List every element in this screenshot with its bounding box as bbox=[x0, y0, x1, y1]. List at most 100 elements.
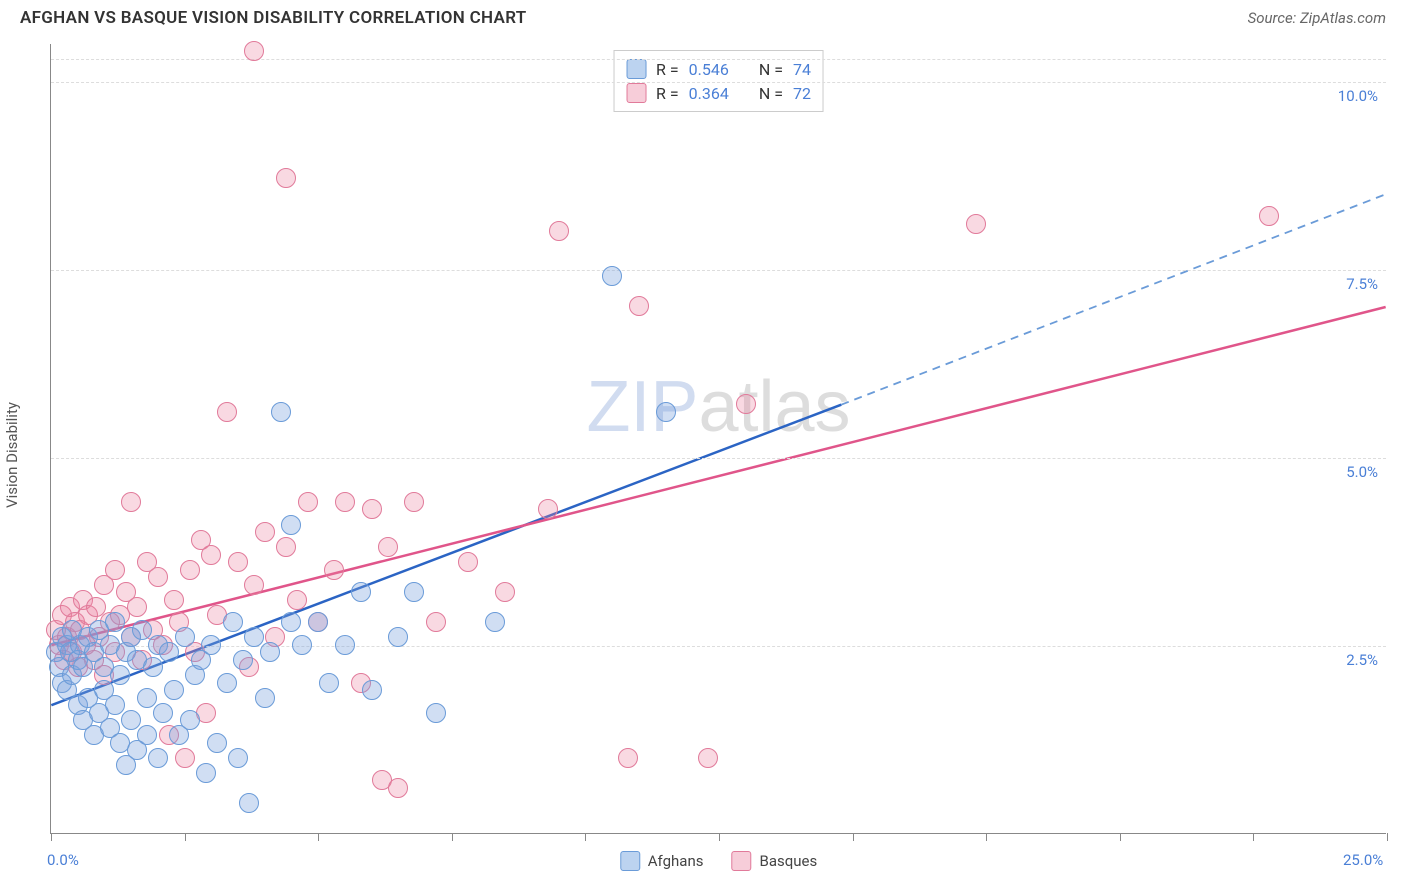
scatter-point-basques bbox=[298, 492, 318, 512]
x-tick-label: 25.0% bbox=[1343, 851, 1383, 869]
scatter-point-afghans bbox=[153, 703, 173, 723]
legend-n-value-afghans: 74 bbox=[793, 60, 811, 79]
scatter-point-basques bbox=[148, 567, 168, 587]
legend-r-value-basques: 0.364 bbox=[689, 84, 729, 103]
gridline bbox=[51, 458, 1386, 459]
scatter-point-afghans bbox=[148, 748, 168, 768]
scatter-point-afghans bbox=[223, 612, 243, 632]
scatter-point-basques bbox=[255, 522, 275, 542]
watermark-right: atlas bbox=[698, 367, 850, 447]
scatter-point-afghans bbox=[175, 627, 195, 647]
scatter-point-afghans bbox=[143, 657, 163, 677]
scatter-point-basques bbox=[495, 582, 515, 602]
scatter-point-basques bbox=[276, 168, 296, 188]
scatter-point-basques bbox=[244, 575, 264, 595]
scatter-point-basques bbox=[966, 214, 986, 234]
scatter-point-afghans bbox=[201, 635, 221, 655]
legend-label-basques: Basques bbox=[759, 852, 817, 870]
scatter-point-afghans bbox=[159, 642, 179, 662]
x-tick-label: 0.0% bbox=[47, 851, 79, 869]
y-tick-label: 7.5% bbox=[1346, 275, 1378, 293]
x-tick bbox=[585, 833, 586, 841]
scatter-point-afghans bbox=[228, 748, 248, 768]
y-tick-label: 5.0% bbox=[1346, 463, 1378, 481]
scatter-point-afghans bbox=[137, 725, 157, 745]
scatter-point-basques bbox=[276, 537, 296, 557]
scatter-point-afghans bbox=[426, 703, 446, 723]
scatter-point-afghans bbox=[351, 582, 371, 602]
scatter-point-basques bbox=[378, 537, 398, 557]
scatter-point-basques bbox=[698, 748, 718, 768]
legend-series: Afghans Basques bbox=[620, 851, 817, 871]
scatter-point-afghans bbox=[404, 582, 424, 602]
scatter-point-afghans bbox=[164, 680, 184, 700]
trend-lines-layer bbox=[51, 44, 1386, 833]
legend-n-label: N = bbox=[759, 84, 783, 103]
scatter-point-afghans bbox=[105, 612, 125, 632]
scatter-point-afghans bbox=[110, 665, 130, 685]
x-tick bbox=[986, 833, 987, 841]
swatch-afghans-icon bbox=[626, 59, 646, 79]
scatter-point-afghans bbox=[362, 680, 382, 700]
scatter-point-afghans bbox=[207, 733, 227, 753]
scatter-point-afghans bbox=[656, 402, 676, 422]
scatter-point-basques bbox=[201, 545, 221, 565]
watermark: ZIPatlas bbox=[586, 366, 850, 448]
x-tick bbox=[1120, 833, 1121, 841]
scatter-point-afghans bbox=[281, 612, 301, 632]
legend-stats-row-basques: R = 0.364 N = 72 bbox=[626, 81, 811, 105]
scatter-point-basques bbox=[404, 492, 424, 512]
chart-title: AFGHAN VS BASQUE VISION DISABILITY CORRE… bbox=[20, 8, 527, 28]
y-tick-label: 2.5% bbox=[1346, 651, 1378, 669]
scatter-point-afghans bbox=[292, 635, 312, 655]
scatter-point-basques bbox=[105, 560, 125, 580]
scatter-point-afghans bbox=[180, 710, 200, 730]
scatter-point-afghans bbox=[271, 402, 291, 422]
watermark-left: ZIP bbox=[586, 367, 698, 447]
legend-item-basques: Basques bbox=[731, 851, 817, 871]
scatter-point-basques bbox=[175, 748, 195, 768]
scatter-point-basques bbox=[335, 492, 355, 512]
scatter-point-basques bbox=[121, 492, 141, 512]
legend-stats-row-afghans: R = 0.546 N = 74 bbox=[626, 57, 811, 81]
scatter-point-afghans bbox=[281, 515, 301, 535]
legend-r-value-afghans: 0.546 bbox=[689, 60, 729, 79]
scatter-point-afghans bbox=[255, 688, 275, 708]
x-tick bbox=[452, 833, 453, 841]
scatter-point-afghans bbox=[196, 763, 216, 783]
swatch-afghans-icon bbox=[620, 851, 640, 871]
scatter-point-afghans bbox=[244, 627, 264, 647]
legend-r-label: R = bbox=[656, 60, 679, 79]
scatter-point-basques bbox=[458, 552, 478, 572]
chart-plot-area: ZIPatlas R = 0.546 N = 74 R = 0.364 N = … bbox=[50, 44, 1386, 834]
scatter-point-basques bbox=[362, 499, 382, 519]
scatter-point-basques bbox=[618, 748, 638, 768]
x-tick bbox=[318, 833, 319, 841]
scatter-point-basques bbox=[388, 778, 408, 798]
x-tick bbox=[1253, 833, 1254, 841]
scatter-point-basques bbox=[324, 560, 344, 580]
legend-item-afghans: Afghans bbox=[620, 851, 704, 871]
scatter-point-basques bbox=[217, 402, 237, 422]
scatter-point-basques bbox=[228, 552, 248, 572]
scatter-point-afghans bbox=[121, 710, 141, 730]
scatter-point-afghans bbox=[319, 673, 339, 693]
legend-n-value-basques: 72 bbox=[793, 84, 811, 103]
legend-label-afghans: Afghans bbox=[648, 852, 704, 870]
scatter-point-basques bbox=[164, 590, 184, 610]
y-axis-label: Vision Disability bbox=[3, 402, 21, 508]
swatch-basques-icon bbox=[731, 851, 751, 871]
scatter-point-basques bbox=[287, 590, 307, 610]
scatter-point-afghans bbox=[217, 673, 237, 693]
scatter-point-basques bbox=[127, 597, 147, 617]
scatter-point-afghans bbox=[105, 695, 125, 715]
scatter-point-afghans bbox=[485, 612, 505, 632]
scatter-point-basques bbox=[426, 612, 446, 632]
x-tick bbox=[185, 833, 186, 841]
scatter-point-basques bbox=[244, 41, 264, 61]
gridline bbox=[51, 82, 1386, 83]
gridline bbox=[51, 270, 1386, 271]
scatter-point-basques bbox=[736, 394, 756, 414]
scatter-point-afghans bbox=[233, 650, 253, 670]
scatter-point-afghans bbox=[388, 627, 408, 647]
